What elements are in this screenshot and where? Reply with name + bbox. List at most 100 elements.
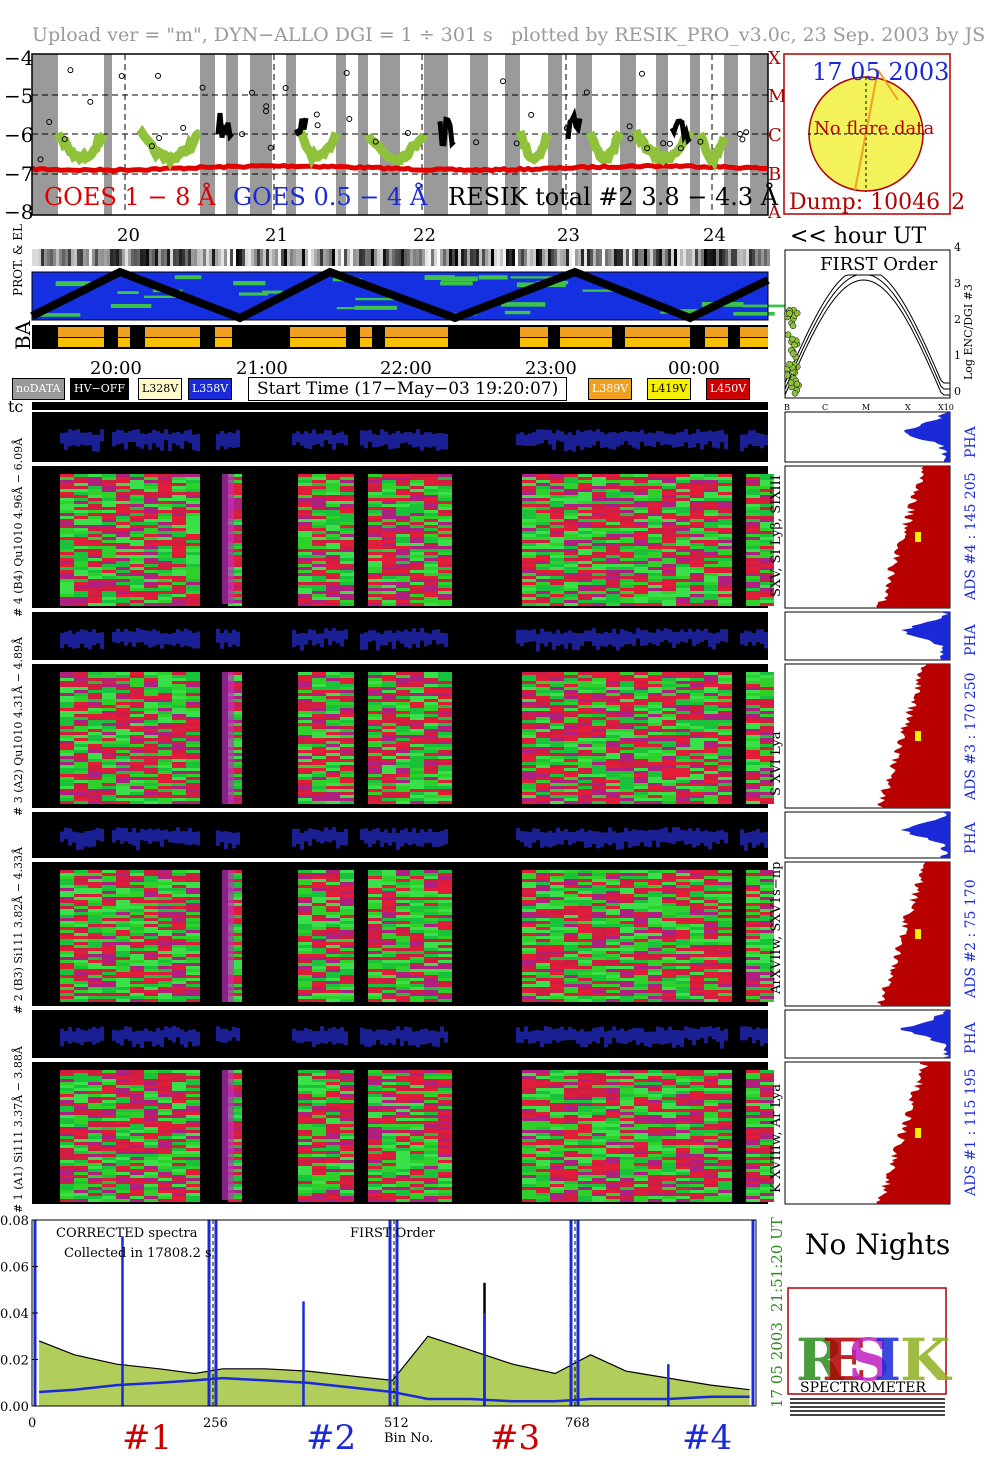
orbit-green-patch <box>500 302 546 307</box>
main-strip-cell <box>550 795 564 798</box>
main-strip-cell <box>760 540 774 543</box>
main-strip-cell <box>340 792 354 795</box>
pha-strip-cell <box>400 830 404 847</box>
main-strip-cell <box>382 681 396 684</box>
pha-strip-cell <box>172 1026 176 1043</box>
pha-strip-cell <box>668 629 672 643</box>
main-strip-cell <box>116 789 130 792</box>
main-strip-cell <box>424 690 438 693</box>
pha-strip-cell <box>128 431 132 443</box>
pha-strip-cell <box>60 633 64 649</box>
main-strip-cell <box>228 762 242 765</box>
main-strip-cell <box>144 585 158 588</box>
main-strip-cell <box>74 498 88 501</box>
main-strip-cell <box>536 732 550 735</box>
main-strip-cell <box>172 708 186 711</box>
main-strip-cell <box>60 870 74 873</box>
main-strip-cell <box>74 501 88 504</box>
main-strip-cell <box>606 687 620 690</box>
main-strip-cell <box>228 486 242 489</box>
first-order-ytick: 0 <box>954 385 961 398</box>
protel-gray-cell <box>464 249 467 266</box>
protel-gray-cell <box>203 249 206 266</box>
main-strip-cell <box>326 576 340 579</box>
main-strip-cell <box>74 687 88 690</box>
protel-gray-cell <box>533 249 536 266</box>
pha-strip-cell <box>396 1026 400 1039</box>
main-strip-cell <box>746 723 760 726</box>
pha-strip-cell <box>236 832 240 845</box>
main-strip-cell <box>298 585 312 588</box>
main-strip-cell <box>60 744 74 747</box>
main-strip-cell <box>550 786 564 789</box>
main-strip-cell <box>592 870 606 873</box>
main-strip-cell <box>116 672 130 675</box>
main-strip-cell <box>298 714 312 717</box>
main-strip-cell <box>144 918 158 921</box>
protel-gray-cell <box>125 249 128 266</box>
main-strip-cell <box>718 585 732 588</box>
main-strip-cell <box>186 765 200 768</box>
main-strip-cell <box>522 483 536 486</box>
main-strip-cell <box>88 915 102 918</box>
main-strip-cell <box>760 555 774 558</box>
main-strip-cell <box>718 738 732 741</box>
main-strip-cell <box>228 585 242 588</box>
main-strip-cell <box>74 591 88 594</box>
main-strip-cell <box>550 543 564 546</box>
pha-strip-cell <box>412 1031 416 1046</box>
main-strip-cell <box>634 549 648 552</box>
pha-strip-cell <box>628 432 632 445</box>
main-strip-cell <box>424 684 438 687</box>
main-strip-cell <box>690 726 704 729</box>
main-strip-cell <box>718 690 732 693</box>
ba-label: BA <box>11 320 35 350</box>
main-strip-cell <box>368 510 382 513</box>
main-strip-cell <box>760 576 774 579</box>
main-strip-cell <box>228 561 242 564</box>
main-strip-cell <box>298 675 312 678</box>
main-strip-cell <box>172 678 186 681</box>
main-strip-cell <box>438 729 452 732</box>
main-strip-cell <box>606 753 620 756</box>
main-strip-cell <box>130 801 144 804</box>
main-strip-cell <box>690 906 704 909</box>
main-strip-cell <box>130 558 144 561</box>
main-strip-cell <box>88 735 102 738</box>
main-strip-cell <box>312 495 326 498</box>
main-strip-cell <box>382 576 396 579</box>
main-strip-cell <box>522 738 536 741</box>
main-strip-cell <box>592 885 606 888</box>
main-strip-cell <box>536 729 550 732</box>
main-strip-cell <box>102 483 116 486</box>
pha-strip-cell <box>704 628 708 640</box>
pha-strip-cell <box>92 629 96 646</box>
pha-strip-cell <box>532 1030 536 1043</box>
main-strip-cell <box>368 780 382 783</box>
main-strip-cell <box>312 555 326 558</box>
main-strip-cell <box>410 891 424 894</box>
pha-strip-cell <box>584 831 588 849</box>
main-strip-cell <box>312 735 326 738</box>
main-strip-cell <box>536 474 550 477</box>
main-strip-cell <box>578 690 592 693</box>
main-strip-cell <box>228 513 242 516</box>
main-strip-cell <box>74 726 88 729</box>
main-strip-cell <box>396 525 410 528</box>
main-strip-cell <box>578 501 592 504</box>
main-strip-cell <box>606 915 620 918</box>
main-strip-cell <box>186 768 200 771</box>
main-strip-cell <box>648 492 662 495</box>
main-strip-cell <box>662 879 676 882</box>
pha-strip-cell <box>624 430 628 442</box>
main-strip-cell <box>410 768 424 771</box>
pha-strip-cell <box>184 430 188 442</box>
main-strip-cell <box>438 696 452 699</box>
main-strip-cell <box>396 798 410 801</box>
main-strip-cell <box>116 684 130 687</box>
main-strip-cell <box>648 756 662 759</box>
data-point <box>118 73 125 79</box>
main-strip-cell <box>88 786 102 789</box>
main-strip-cell <box>634 696 648 699</box>
main-strip-cell <box>102 705 116 708</box>
